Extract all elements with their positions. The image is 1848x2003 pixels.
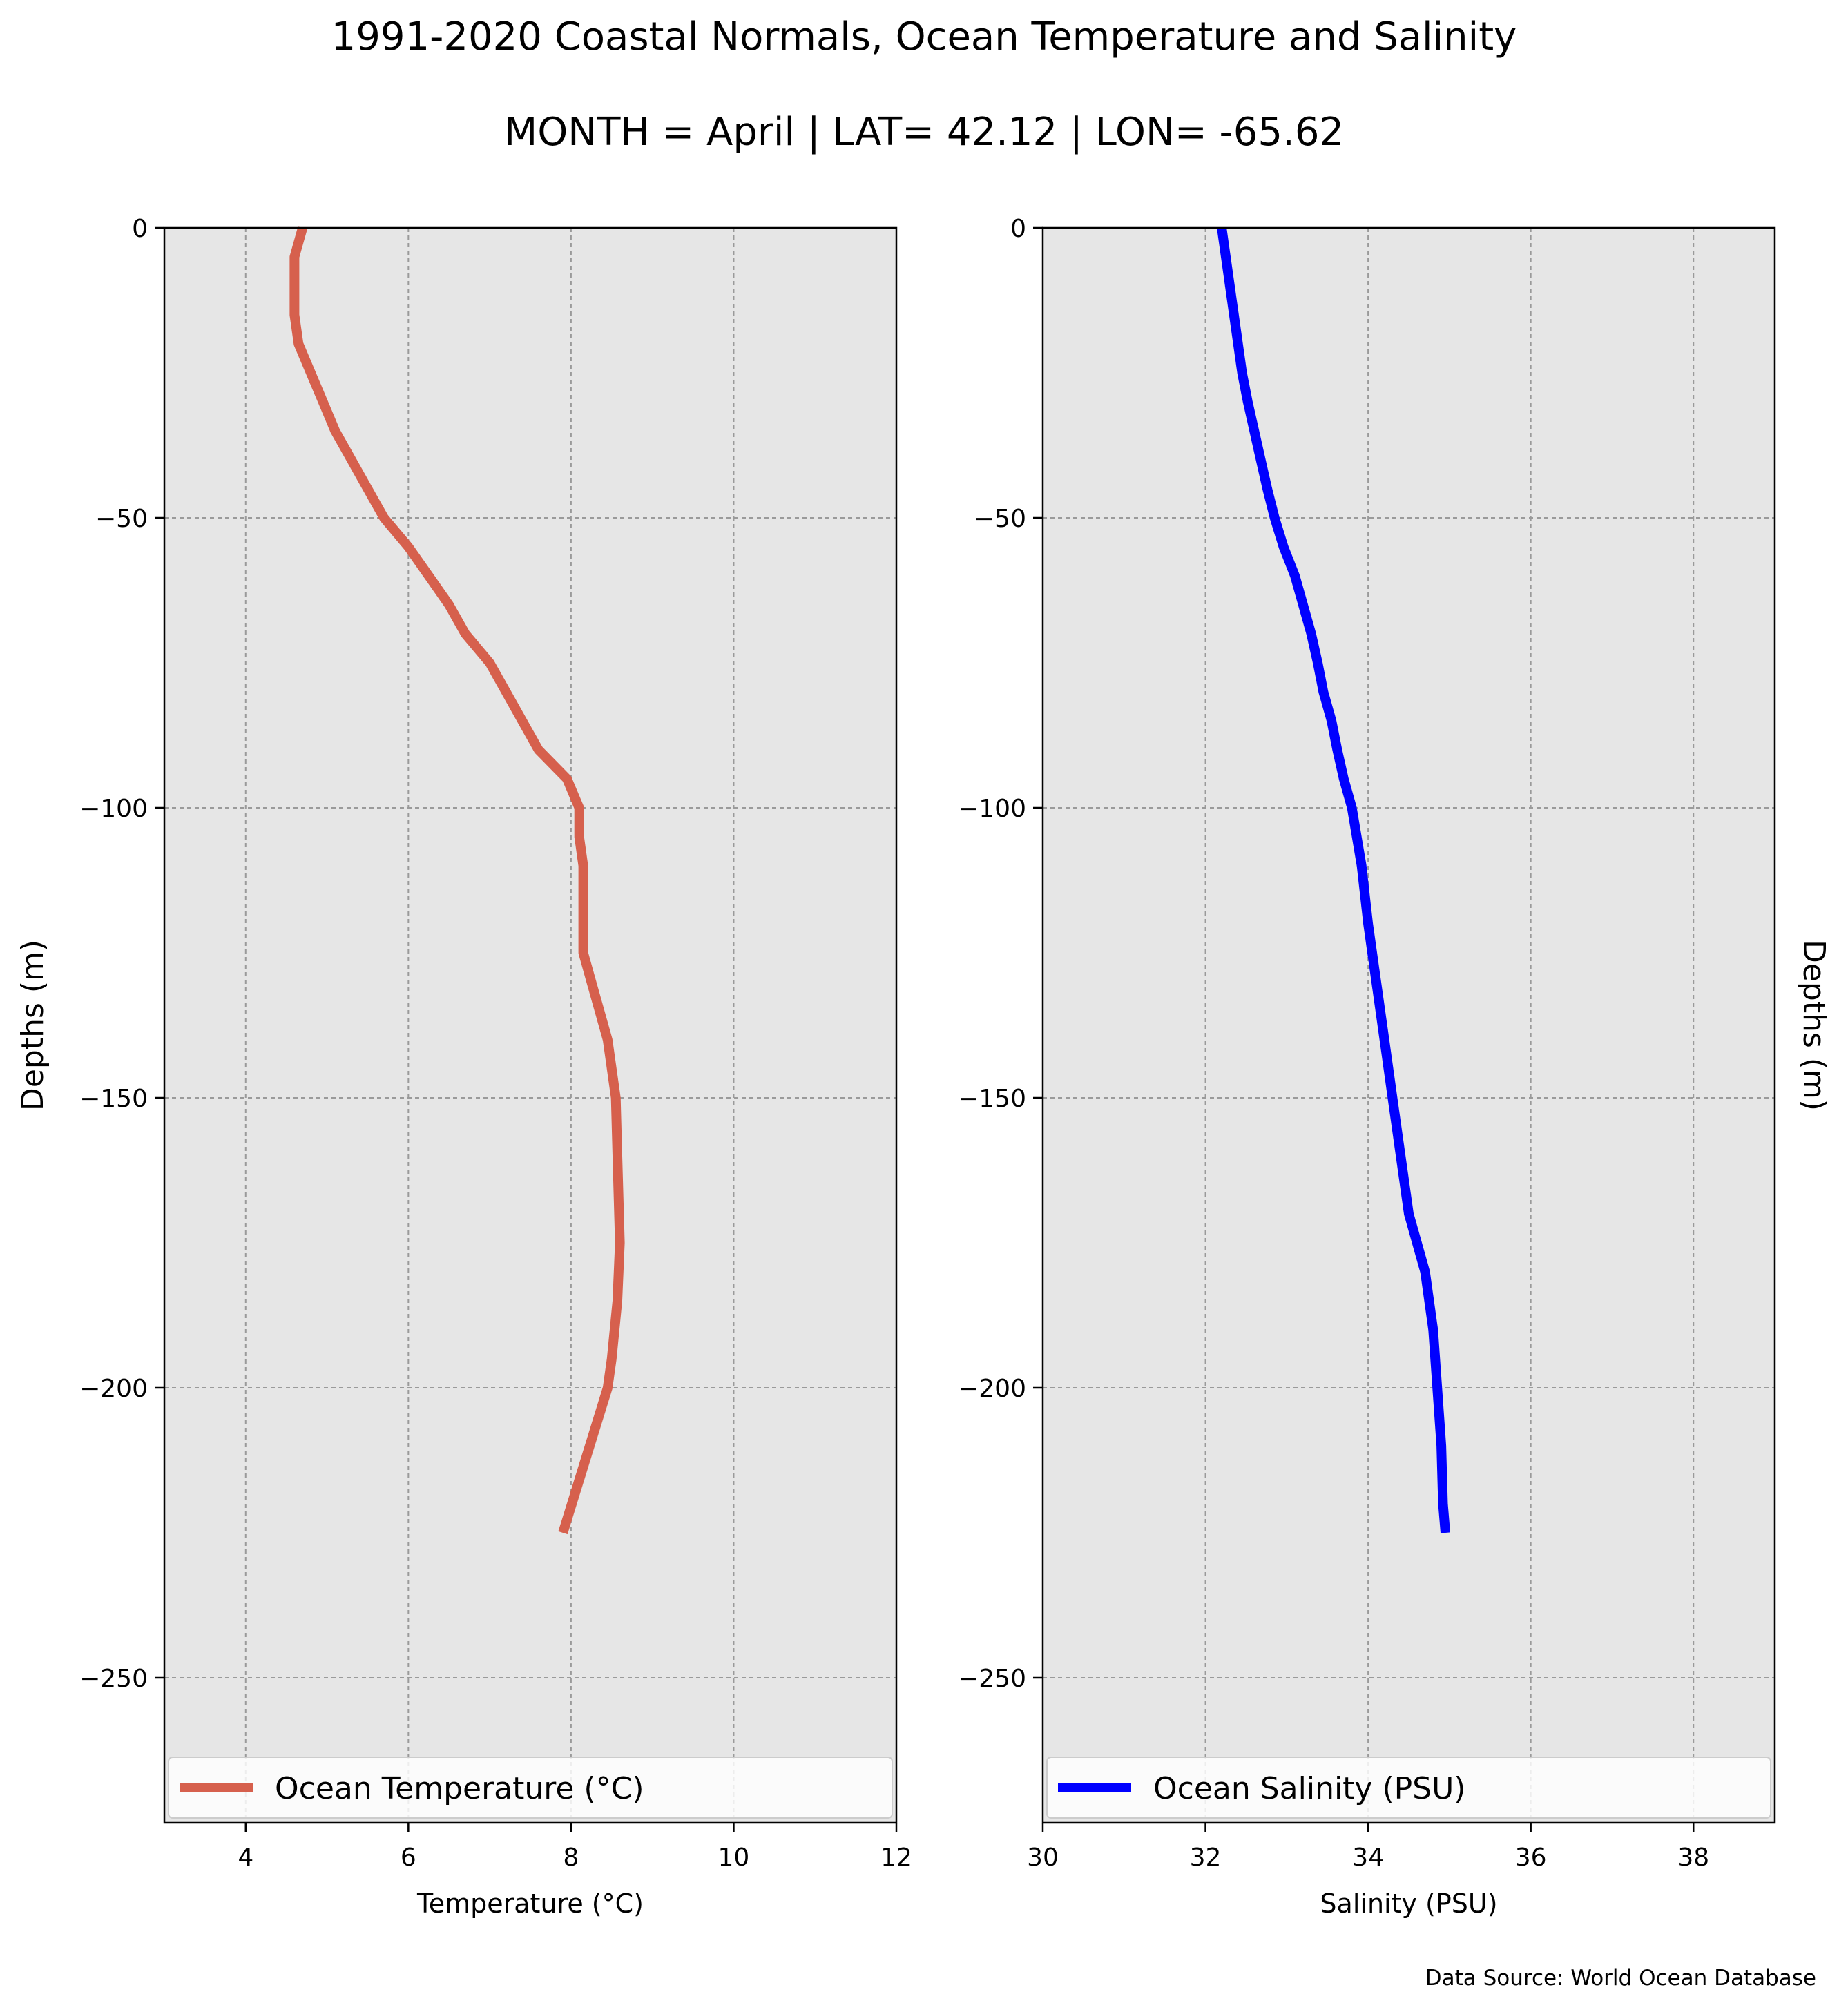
temp-legend-box bbox=[168, 1757, 893, 1819]
sal-profile-line bbox=[1217, 227, 1450, 1533]
sal-axes-frame bbox=[1041, 226, 1776, 1824]
temp-x-tick-label: 12 bbox=[880, 1844, 912, 1872]
sal-y-tick-label: −250 bbox=[958, 1665, 1026, 1693]
temp-y-axis-label: Depths (m) bbox=[15, 940, 50, 1111]
temp-y-tick-label: −200 bbox=[79, 1375, 148, 1403]
temp-x-tick-label: 6 bbox=[401, 1844, 416, 1872]
sal-x-tick-label: 38 bbox=[1677, 1844, 1709, 1872]
temp-x-tick-label: 10 bbox=[718, 1844, 750, 1872]
sal-y-tick-label: −100 bbox=[958, 795, 1026, 823]
sal-plot-area bbox=[1043, 228, 1775, 1823]
sal-y-tick-label: −150 bbox=[958, 1085, 1026, 1113]
temperature-panel: 0 −50 −100 −150 −200 −250 4 6 8 10 12 Temperature (… bbox=[15, 215, 912, 1919]
temp-axes-frame bbox=[163, 226, 898, 1824]
sal-y-tick-label: −200 bbox=[958, 1375, 1026, 1403]
temp-y-tick-label: −100 bbox=[79, 795, 148, 823]
sal-x-tick-label: 30 bbox=[1027, 1844, 1059, 1872]
temp-x-axis-label: Temperature (°C) bbox=[416, 1888, 644, 1919]
temp-y-tick-label: −250 bbox=[79, 1665, 148, 1693]
sal-y-tick-label: 0 bbox=[1010, 215, 1026, 243]
temp-legend-label: Ocean Temperature (°C) bbox=[275, 1771, 644, 1806]
sal-x-axis-label: Salinity (PSU) bbox=[1320, 1888, 1497, 1919]
sal-y-tick-label: −50 bbox=[974, 505, 1026, 533]
source-note: Data Source: World Ocean Database bbox=[1425, 1966, 1816, 1991]
sal-legend-label: Ocean Salinity (PSU) bbox=[1153, 1771, 1465, 1806]
figure-title: 1991-2020 Coastal Normals, Ocean Tempera… bbox=[331, 14, 1517, 59]
salinity-panel: 0 −50 −100 −150 −200 −250 30 32 34 36 38 Salinity (… bbox=[958, 215, 1831, 1919]
sal-legend-box bbox=[1046, 1757, 1771, 1819]
temp-x-tick-label: 4 bbox=[238, 1844, 253, 1872]
temp-y-tick-label: 0 bbox=[132, 215, 148, 243]
sal-x-tick-label: 32 bbox=[1190, 1844, 1222, 1872]
sal-x-tick-label: 36 bbox=[1515, 1844, 1547, 1872]
temp-x-tick-label: 8 bbox=[563, 1844, 579, 1872]
temp-profile-line bbox=[289, 226, 625, 1535]
temp-y-tick-label: −150 bbox=[79, 1085, 148, 1113]
sal-x-tick-label: 34 bbox=[1352, 1844, 1384, 1872]
temp-y-tick-label: −50 bbox=[95, 505, 148, 533]
temp-plot-area bbox=[164, 228, 896, 1823]
figure-subtitle: MONTH = April | LAT= 42.12 | LON= -65.62 bbox=[504, 110, 1344, 155]
sal-y-axis-label: Depths (m) bbox=[1796, 940, 1831, 1111]
